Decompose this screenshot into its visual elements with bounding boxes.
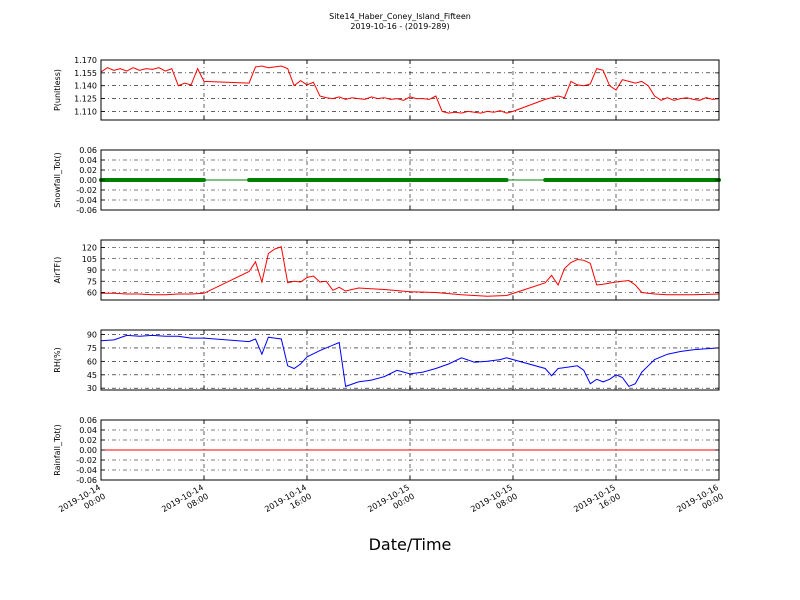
rainfall-y-axis-label: Rainfall_Tot() [53, 424, 62, 476]
snowfall-ytick-label: -0.06 [76, 206, 97, 215]
p-ytick-label: 1.155 [74, 69, 97, 78]
rainfall-ytick-label: 0.04 [79, 426, 97, 435]
airtf-ytick-label: 60 [87, 289, 97, 298]
p-ytick-label: 1.170 [74, 56, 97, 65]
snowfall-ytick-label: 0.02 [79, 166, 97, 175]
airtf-ytick-label: 75 [87, 277, 97, 286]
airtf-series-line [101, 246, 720, 297]
rainfall-ytick-label: 0.06 [79, 416, 97, 425]
subplot-rainfall: -0.06-0.04-0.020.000.020.040.06 Rainfall_… [53, 416, 720, 485]
chart-title: Site14_Haber_Coney_Island_Fifteen [329, 12, 471, 21]
subplot-stack: 1.110 1.125 1.140 1.155 1.170 P(unitless) -0.0… [53, 56, 721, 485]
p-series-line [100, 65, 720, 114]
airtf-ytick-label: 120 [82, 244, 97, 253]
airtf-y-axis-label: AirTF() [53, 257, 62, 284]
subplot-airtf: 60 75 90 105 120 AirTF() [53, 239, 720, 301]
rh-ytick-label: 60 [87, 357, 97, 366]
p-y-axis-label: P(unitless) [53, 69, 62, 111]
rh-ytick-label: 90 [87, 330, 97, 339]
rh-ytick-label: 45 [87, 371, 97, 380]
rh-ytick-label: 75 [87, 344, 97, 353]
snowfall-ytick-label: 0.06 [79, 146, 97, 155]
chart-subtitle: 2019-10-16 - (2019-289) [350, 22, 449, 31]
snowfall-ytick-label: -0.02 [76, 186, 97, 195]
snowfall-ytick-label: 0.00 [79, 176, 97, 185]
airtf-ytick-label: 105 [82, 255, 97, 264]
rainfall-ytick-label: -0.02 [76, 456, 97, 465]
snowfall-ytick-label: -0.04 [76, 196, 97, 205]
subplot-rh: 30 45 60 75 90 RH(%) [53, 329, 720, 393]
subplot-p: 1.110 1.125 1.140 1.155 1.170 P(unitless) [53, 56, 720, 121]
snowfall-y-axis-label: Snowfall_Tot() [53, 152, 62, 208]
rainfall-ytick-label: 0.02 [79, 436, 97, 445]
snowfall-ytick-label: 0.04 [79, 156, 97, 165]
rh-ytick-label: 30 [87, 384, 97, 393]
rh-series-line [100, 334, 720, 388]
x-axis-label: Date/Time [369, 535, 452, 554]
airtf-ytick-label: 90 [87, 266, 97, 275]
rh-y-axis-label: RH(%) [53, 347, 62, 372]
rainfall-ytick-label: 0.00 [79, 446, 97, 455]
p-ytick-label: 1.110 [74, 107, 97, 116]
p-ytick-label: 1.140 [74, 82, 97, 91]
rainfall-ytick-label: -0.04 [76, 466, 97, 475]
p-ytick-label: 1.125 [74, 95, 97, 104]
rainfall-ytick-label: -0.06 [76, 476, 97, 485]
subplot-snowfall: -0.06-0.04-0.020.000.020.040.06 Snowfall_… [53, 146, 721, 215]
